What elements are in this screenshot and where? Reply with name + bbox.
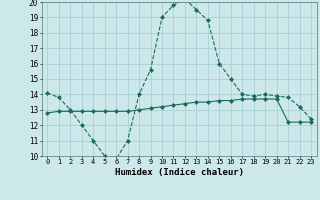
X-axis label: Humidex (Indice chaleur): Humidex (Indice chaleur) (115, 168, 244, 177)
